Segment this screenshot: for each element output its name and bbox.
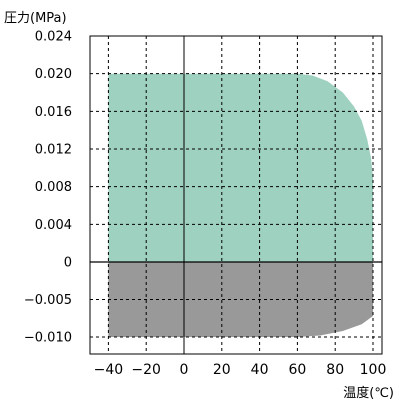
axes-layer [89, 35, 383, 355]
labels-layer: 圧力(MPa) 温度(℃) 0.024 0.020 0.016 0.012 0.008 0… [4, 11, 394, 401]
y-tick-label: 0.008 [35, 180, 72, 195]
y-tick-label: −0.005 [24, 293, 72, 308]
y-tick-label: 0.004 [35, 218, 72, 233]
y-axis-label: 圧力(MPa) [4, 11, 67, 26]
y-tick-label: 0.012 [35, 143, 72, 158]
y-tick-label: 0.024 [35, 30, 72, 45]
x-tick-label: 100 [360, 362, 387, 378]
plot-frame [89, 35, 383, 355]
x-tick-label: 80 [326, 362, 344, 378]
y-tick-label: 0.020 [35, 67, 72, 82]
x-tick-label: −20 [131, 362, 161, 378]
x-axis-label: 温度(℃) [343, 385, 394, 401]
region-positive-pressure [108, 73, 374, 262]
y-tick-label: −0.010 [24, 331, 72, 346]
regions-layer [108, 73, 374, 337]
y-tick-label: 0 [64, 256, 72, 271]
x-tick-label: 0 [180, 362, 189, 378]
x-tick-label: 40 [251, 362, 269, 378]
y-tick-label: 0.016 [35, 105, 72, 120]
x-tick-label: 20 [213, 362, 231, 378]
x-tick-label: −40 [94, 362, 124, 378]
x-tick-label: 60 [288, 362, 306, 378]
